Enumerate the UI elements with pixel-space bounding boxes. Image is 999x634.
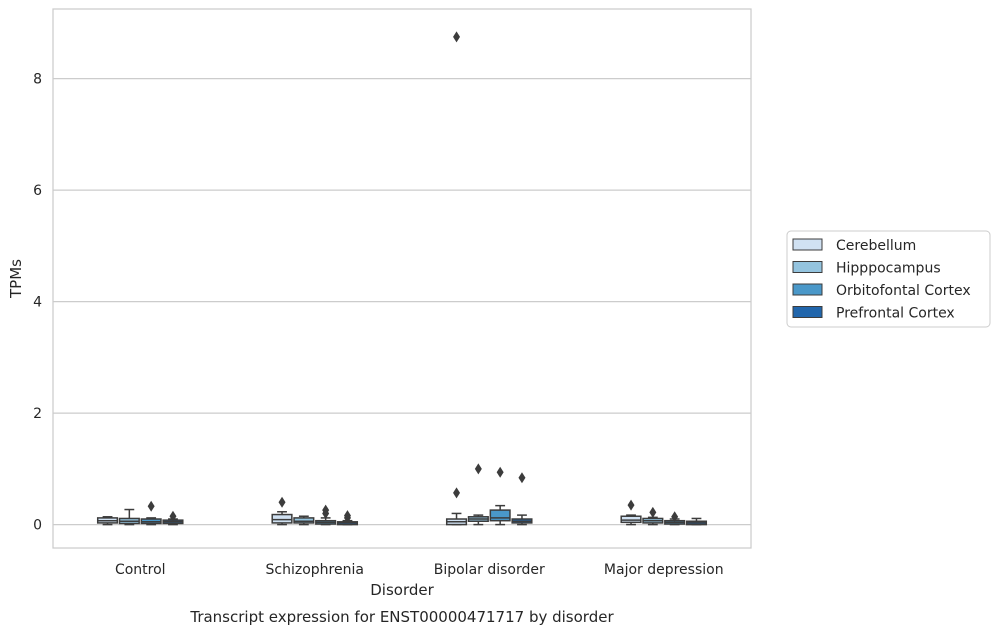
outlier-point [649, 506, 657, 518]
box-hipppocampus [467, 463, 489, 526]
y-tick-label: 4 [33, 295, 42, 311]
box-groups [96, 31, 708, 526]
outlier-point [627, 499, 635, 511]
x-axis-label: Disorder [370, 581, 434, 599]
legend-swatch [792, 306, 823, 318]
outlier-point [169, 510, 177, 522]
outlier-point [671, 511, 679, 523]
box-orbitofontal-cortex [664, 511, 686, 526]
box-iqr [620, 515, 642, 524]
legend-label: Prefrontal Cortex [836, 306, 955, 322]
box-cerebellum [620, 499, 642, 526]
y-tick-label: 0 [33, 518, 42, 534]
legend-label: Hipppocampus [836, 261, 941, 277]
outlier-point [474, 463, 482, 475]
box-iqr [293, 517, 315, 524]
x-tick-label: Control [115, 562, 166, 578]
legend-item: Orbitofontal Cortex [792, 283, 971, 299]
legend-item: Cerebellum [792, 238, 916, 254]
box-group [620, 499, 708, 526]
gridlines [53, 78, 751, 526]
box-group [96, 500, 184, 526]
box-cerebellum [96, 516, 119, 526]
box-cerebellum [445, 31, 468, 526]
box-prefrontal-cortex [511, 472, 533, 526]
box-hipppocampus [118, 508, 140, 526]
legend-frame [786, 230, 991, 328]
y-tick-label: 6 [33, 183, 42, 199]
box-prefrontal-cortex [336, 510, 359, 526]
legend-label: Cerebellum [836, 238, 916, 254]
outlier-point [518, 472, 526, 484]
legend-item: Hipppocampus [792, 261, 941, 277]
box-prefrontal-cortex [162, 510, 184, 526]
box-orbitofontal-cortex [489, 466, 511, 526]
y-axis-ticks: 0 2 4 6 8 [33, 72, 42, 534]
legend-label: Orbitofontal Cortex [836, 283, 971, 299]
legend-item: Prefrontal Cortex [792, 306, 955, 322]
y-tick-label: 8 [33, 72, 42, 88]
y-axis-label: TPMs [7, 259, 25, 299]
x-tick-label: Major depression [604, 562, 724, 578]
x-axis-ticks: Control Schizophrenia Bipolar disorder Majo… [115, 562, 724, 578]
x-tick-label: Bipolar disorder [434, 562, 545, 578]
box-group [271, 496, 359, 526]
legend-swatch [792, 238, 823, 251]
outlier-point [278, 496, 286, 508]
legend-swatch [792, 261, 823, 273]
outlier-point [496, 466, 504, 478]
x-tick-label: Schizophrenia [266, 562, 364, 578]
plot-frame [52, 8, 752, 549]
box-cerebellum [271, 496, 293, 526]
outlier-point [147, 500, 155, 512]
box-prefrontal-cortex [685, 517, 708, 526]
outlier-point [343, 510, 351, 522]
legend: Cerebellum Hipppocampus Orbitofontal Corte… [786, 230, 991, 328]
outlier-point [453, 487, 461, 499]
box-iqr [271, 513, 293, 524]
box-orbitofontal-cortex [315, 504, 337, 526]
box-hipppocampus [293, 515, 315, 526]
y-tick-label: 2 [33, 406, 42, 422]
box-iqr [489, 509, 511, 522]
box-orbitofontal-cortex [140, 500, 162, 526]
legend-swatch [792, 283, 823, 296]
chart-title: Transcript expression for ENST0000047171… [189, 608, 614, 626]
box-group [445, 31, 533, 526]
outlier-point [453, 31, 461, 43]
box-hipppocampus [642, 506, 664, 526]
outlier-point [322, 504, 330, 516]
